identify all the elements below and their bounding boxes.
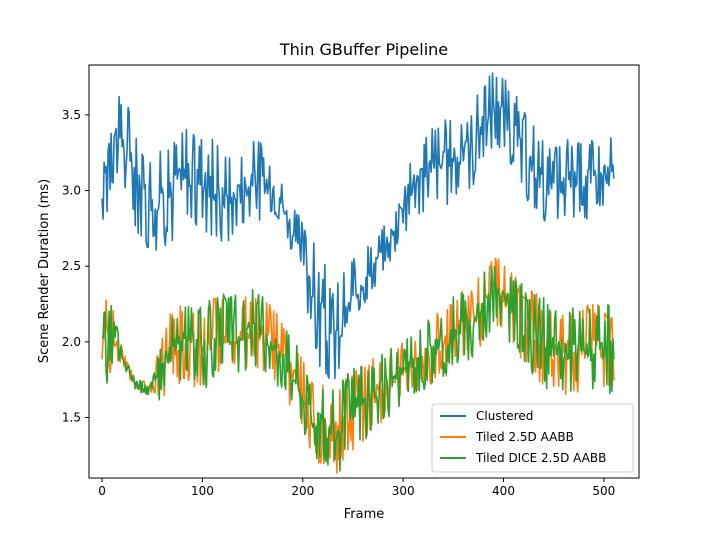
y-tick-label: 3.5 [62,108,81,122]
legend-label: Tiled 2.5D AABB [475,430,574,444]
x-axis: 0 100 200 300 400 500 [98,478,615,498]
y-tick-label: 1.5 [62,410,81,424]
legend-label: Tiled DICE 2.5D AABB [475,451,606,465]
plot-area [88,64,640,479]
series-line-3 [101,265,615,472]
y-tick-label: 2.0 [62,335,81,349]
series-line-1 [101,72,615,380]
legend-label: Clustered [476,409,533,423]
x-tick-label: 0 [98,484,106,498]
y-axis: 1.5 2.0 2.5 3.0 3.5 [62,108,89,424]
y-tick-label: 2.5 [62,259,81,273]
plot-frame [88,64,640,479]
y-tick-label: 3.0 [62,184,81,198]
x-axis-label: Frame [344,507,385,522]
x-tick-label: 200 [291,484,314,498]
series-layer [101,72,615,474]
chart-title: Thin GBuffer Pipeline [279,40,448,59]
x-tick-label: 500 [592,484,615,498]
x-tick-label: 100 [191,484,214,498]
legend-box [431,403,634,473]
x-tick-label: 300 [392,484,415,498]
x-tick-label: 400 [492,484,515,498]
y-axis-label: Scene Render Duration (ms) [37,179,52,363]
legend: Clustered Tiled 2.5D AABB Tiled DICE 2.5D … [431,403,634,473]
